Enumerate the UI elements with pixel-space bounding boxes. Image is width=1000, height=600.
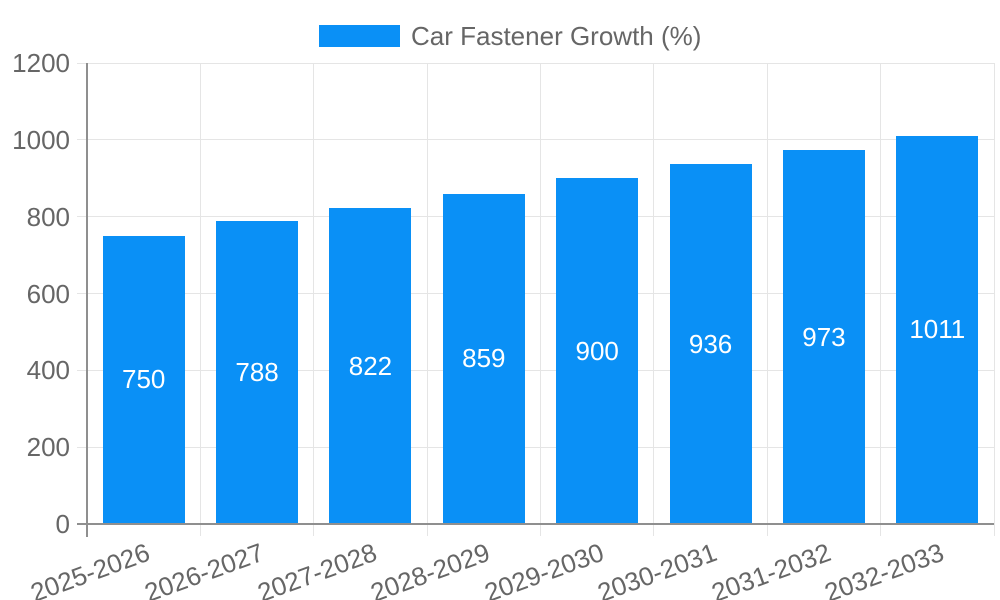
bar[interactable]: 936 [669, 164, 752, 524]
x-tick-label: 2028-2029 [366, 537, 495, 600]
bar-value-label: 1011 [909, 314, 966, 345]
x-tick-label: 2025-2026 [26, 537, 154, 600]
v-gridline [993, 63, 995, 524]
bar[interactable]: 973 [782, 150, 865, 524]
y-tick-label: 800 [26, 201, 70, 232]
x-tick-mark [766, 524, 768, 536]
legend-color-swatch [319, 25, 400, 47]
y-axis-line [86, 63, 88, 537]
y-tick-label: 1000 [12, 124, 70, 155]
v-gridline [313, 63, 315, 524]
y-tick-mark [77, 446, 87, 448]
bar[interactable]: 788 [216, 221, 299, 524]
bar[interactable]: 750 [102, 235, 185, 524]
x-tick-mark [540, 524, 541, 536]
y-tick-label: 1200 [12, 48, 70, 78]
x-tick-mark [993, 524, 995, 536]
y-tick-mark [77, 293, 87, 294]
x-tick-mark [426, 524, 428, 536]
bar-value-label: 788 [235, 357, 279, 388]
bar-value-label: 900 [575, 335, 619, 366]
v-gridline [540, 63, 541, 524]
x-tick-mark [653, 524, 655, 536]
bar[interactable]: 900 [556, 178, 639, 524]
v-gridline [199, 63, 201, 524]
y-tick-label: 0 [55, 509, 70, 539]
x-tick-label: 2029-2030 [480, 537, 608, 600]
bar-value-label: 973 [802, 321, 846, 352]
x-tick-label: 2031-2032 [707, 537, 835, 600]
x-tick-label: 2026-2027 [140, 537, 268, 600]
v-gridline [426, 63, 428, 524]
x-tick-mark [199, 524, 201, 536]
x-tick-mark [313, 524, 315, 536]
bar-value-label: 936 [688, 328, 733, 359]
y-tick-label: 200 [26, 432, 70, 463]
x-axis-line [77, 523, 994, 525]
y-tick-mark [77, 369, 87, 371]
legend-item[interactable]: Car Fastener Growth (%) [319, 21, 701, 51]
bar[interactable]: 1011 [896, 135, 979, 524]
x-tick-label: 2027-2028 [253, 537, 381, 600]
bar-value-label: 750 [121, 364, 166, 395]
x-tick-label: 2030-2031 [593, 537, 721, 600]
bar[interactable]: 822 [329, 208, 412, 524]
y-tick-label: 400 [26, 355, 70, 386]
y-tick-label: 600 [26, 278, 70, 309]
v-gridline [766, 63, 768, 524]
bar[interactable]: 859 [442, 194, 525, 524]
bar-value-label: 822 [348, 350, 393, 381]
v-gridline [880, 63, 882, 524]
x-tick-label: 2032-2033 [820, 537, 948, 600]
v-gridline [653, 63, 655, 524]
legend-label: Car Fastener Growth (%) [411, 21, 702, 51]
y-tick-mark [77, 216, 87, 218]
bar-value-label: 859 [462, 343, 506, 374]
y-tick-mark [77, 139, 87, 141]
plot-area: 750 788 822 859 900 936 973 1011 [77, 62, 995, 537]
x-tick-mark [880, 524, 882, 536]
y-tick-mark [77, 62, 87, 64]
